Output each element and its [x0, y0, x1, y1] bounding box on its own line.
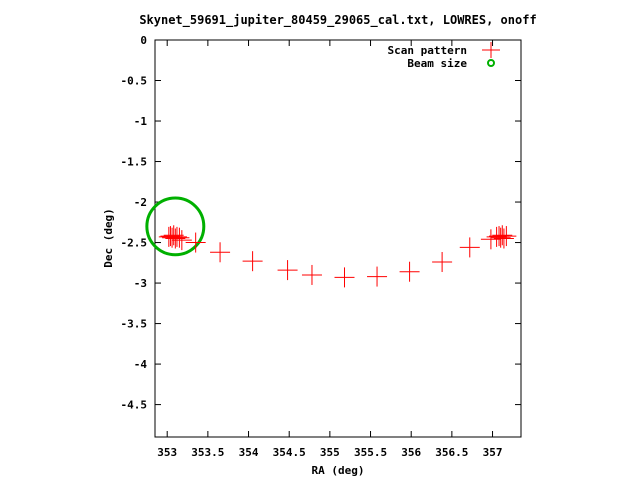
y-axis: 0 -0.5 -1 -1.5 -2 -2.5 -3 -3.5 -4 -4.5 [121, 34, 521, 412]
scan-point [492, 225, 513, 246]
scan-point [486, 226, 507, 247]
scan-point [496, 226, 517, 247]
x-tick-label: 353.5 [191, 446, 224, 459]
y-tick-label: -3 [134, 277, 147, 290]
chart-title: Skynet_59691_jupiter_80459_29065_cal.txt… [139, 13, 536, 28]
beam-size-series [145, 196, 206, 257]
scan-point [334, 267, 355, 288]
x-tick-label: 355.5 [354, 446, 387, 459]
scan-point [210, 242, 231, 263]
x-tick-label: 356 [401, 446, 421, 459]
scan-pattern-series [158, 225, 517, 288]
scan-point [493, 228, 514, 249]
y-tick-label: -4 [134, 358, 148, 371]
scan-point [242, 251, 263, 272]
x-tick-label: 354 [239, 446, 259, 459]
scan-point [399, 261, 420, 282]
scan-point [367, 266, 388, 287]
scan-point [301, 264, 322, 285]
legend: Scan pattern Beam size [388, 42, 500, 70]
y-tick-label: -4.5 [121, 399, 148, 412]
scan-point [432, 251, 453, 272]
y-tick-label: -1.5 [121, 156, 148, 169]
legend-label-beam-size: Beam size [407, 57, 467, 70]
beam-size-circle [145, 196, 206, 257]
x-axis-label: RA (deg) [312, 464, 365, 477]
x-tick-label: 356.5 [435, 446, 468, 459]
plot-frame [154, 39, 522, 438]
y-tick-label: -1 [134, 115, 148, 128]
scan-point [490, 227, 511, 248]
scan-point [171, 230, 192, 251]
legend-label-scan-pattern: Scan pattern [388, 44, 467, 57]
scan-point [185, 232, 206, 253]
legend-marker-beam-size [487, 59, 495, 67]
y-axis-label: Dec (deg) [102, 208, 115, 268]
scan-point [169, 227, 190, 248]
scan-point [163, 225, 184, 246]
x-tick-label: 357 [483, 446, 503, 459]
y-tick-label: -3.5 [121, 318, 148, 331]
scan-point [480, 229, 501, 250]
scan-point [277, 260, 298, 281]
x-tick-label: 355 [320, 446, 340, 459]
y-tick-label: 0 [140, 34, 147, 47]
x-axis: 353 353.5 354 354.5 355 355.5 356 356.5 357 [157, 40, 502, 459]
x-tick-label: 353 [157, 446, 177, 459]
scan-point [166, 226, 187, 247]
x-tick-label: 354.5 [273, 446, 306, 459]
y-tick-label: -0.5 [121, 75, 148, 88]
y-tick-label: -2.5 [121, 237, 148, 250]
scan-point [459, 237, 480, 258]
y-tick-label: -2 [134, 196, 147, 209]
